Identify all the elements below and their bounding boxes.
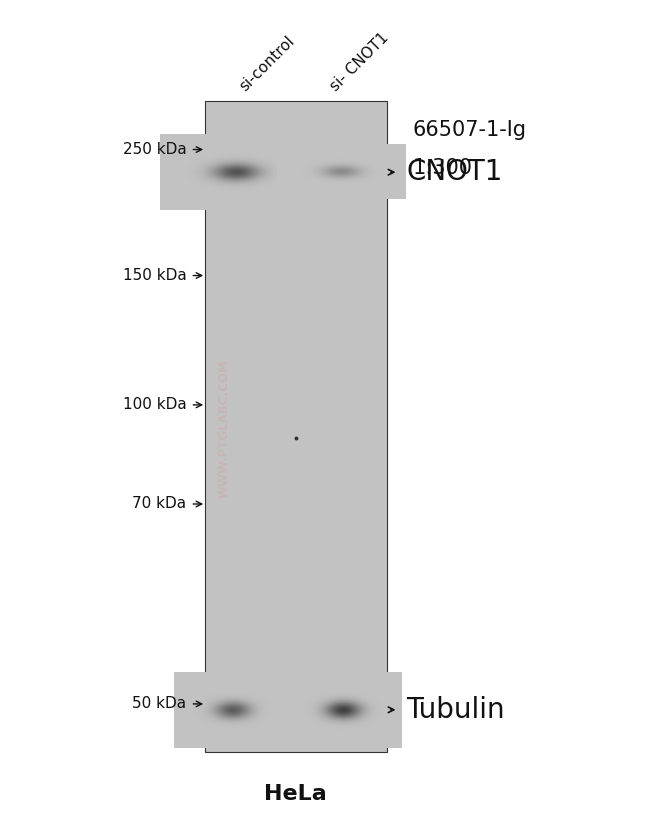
- Text: Tubulin: Tubulin: [406, 696, 505, 724]
- Text: si-control: si-control: [237, 34, 297, 94]
- Text: 150 kDa: 150 kDa: [123, 268, 187, 283]
- Text: si- CNOT1: si- CNOT1: [328, 30, 391, 94]
- Text: 50 kDa: 50 kDa: [133, 696, 187, 711]
- Bar: [205, 101, 387, 752]
- Text: 70 kDa: 70 kDa: [133, 496, 187, 512]
- Text: 100 kDa: 100 kDa: [123, 397, 187, 412]
- Text: CNOT1: CNOT1: [406, 158, 502, 186]
- Text: 1:300: 1:300: [413, 158, 473, 178]
- Text: 250 kDa: 250 kDa: [123, 142, 187, 157]
- Text: WWW.PTGLABC.COM: WWW.PTGLABC.COM: [218, 359, 231, 498]
- Text: 66507-1-Ig: 66507-1-Ig: [413, 120, 526, 140]
- Text: HeLa: HeLa: [265, 784, 327, 804]
